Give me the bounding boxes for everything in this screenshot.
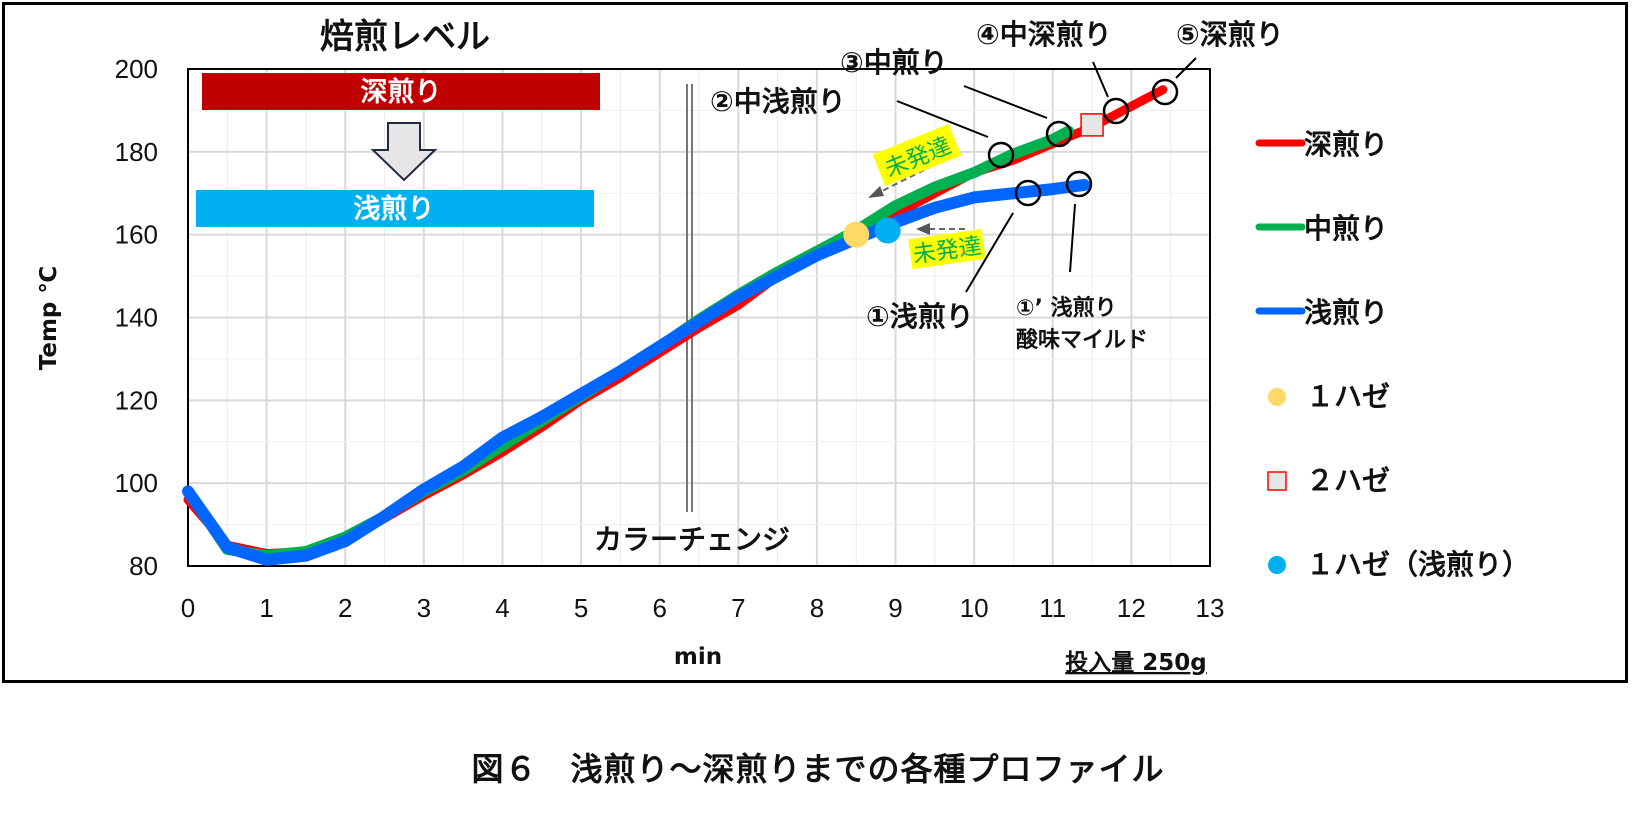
legend-item: 浅煎り bbox=[1304, 296, 1388, 329]
undeveloped-arrow-icon-2 bbox=[916, 223, 930, 235]
x-tick-label: 0 bbox=[181, 593, 195, 623]
y-tick-label: 140 bbox=[115, 303, 158, 333]
x-tick-label: 7 bbox=[731, 593, 745, 623]
legend-item: 深煎り bbox=[1304, 128, 1388, 161]
banner-light-label: 浅煎り bbox=[354, 193, 435, 225]
y-tick-label: 180 bbox=[115, 137, 158, 167]
legend-item: １ハゼ（浅煎り） bbox=[1306, 548, 1530, 581]
roast-level-labels: ②中浅煎り ③中煎り ④中深煎り ⑤深煎り ①浅煎り bbox=[710, 18, 1284, 333]
x-tick-label: 9 bbox=[888, 593, 902, 623]
undeveloped-highlight-2 bbox=[908, 228, 986, 270]
figure-caption: 図６ 浅煎り～深煎りまでの各種プロファイル bbox=[471, 750, 1165, 788]
label-medium-light: ②中浅煎り bbox=[710, 85, 846, 118]
legend-item: 中煎り bbox=[1304, 212, 1388, 245]
color-change-label: カラーチェンジ bbox=[594, 523, 790, 556]
undeveloped-arrow-icon bbox=[868, 186, 884, 198]
x-axis-label: min bbox=[674, 644, 722, 670]
marker-dot bbox=[874, 217, 901, 244]
marker-square bbox=[1080, 113, 1104, 137]
roast-level-circles bbox=[987, 78, 1179, 207]
x-tick-label: 1 bbox=[259, 593, 273, 623]
y-axis-label: Temp ℃ bbox=[36, 266, 62, 371]
label-dark: ⑤深煎り bbox=[1176, 18, 1284, 51]
x-tick-label: 5 bbox=[574, 593, 588, 623]
y-tick-label: 100 bbox=[115, 468, 158, 498]
label-light-prime-sub: 酸味マイルド bbox=[1016, 328, 1148, 353]
x-tick-label: 8 bbox=[810, 593, 824, 623]
label-medium-dark: ④中深煎り bbox=[976, 18, 1112, 51]
y-tick-label: 200 bbox=[115, 54, 158, 84]
banner-deep-label: 深煎り bbox=[361, 76, 442, 108]
series-lines bbox=[182, 85, 1168, 566]
y-tick-label: 120 bbox=[115, 385, 158, 415]
x-tick-label: 13 bbox=[1196, 593, 1225, 623]
y-tick-label: 80 bbox=[129, 551, 158, 581]
figure-frame bbox=[2, 2, 1628, 683]
x-tick-label: 6 bbox=[652, 593, 666, 623]
x-tick-label: 3 bbox=[417, 593, 431, 623]
label-light: ①浅煎り bbox=[866, 300, 974, 333]
chart-title: 焙煎レベル bbox=[320, 17, 490, 57]
legend-item: １ハゼ bbox=[1306, 380, 1390, 413]
charge-weight-note: 投入量 250g bbox=[1065, 650, 1206, 676]
down-arrow-icon bbox=[370, 122, 438, 182]
banner-deep bbox=[202, 73, 600, 110]
event-markers bbox=[843, 113, 1104, 248]
marker-dot bbox=[843, 221, 870, 248]
x-tick-label: 12 bbox=[1117, 593, 1146, 623]
legend-item: ２ハゼ bbox=[1306, 464, 1390, 497]
x-tick-label: 10 bbox=[960, 593, 989, 623]
series-line bbox=[182, 178, 1091, 566]
x-tick-label: 2 bbox=[338, 593, 352, 623]
banner-light bbox=[196, 190, 594, 227]
label-medium: ③中煎り bbox=[840, 46, 948, 79]
undeveloped-highlight-1 bbox=[872, 123, 962, 187]
label-light-prime: ①’ 浅煎り bbox=[1016, 295, 1117, 321]
x-tick-label: 4 bbox=[495, 593, 509, 623]
plot-area bbox=[187, 68, 1211, 567]
y-tick-label: 160 bbox=[115, 220, 158, 250]
x-tick-label: 11 bbox=[1039, 593, 1066, 623]
